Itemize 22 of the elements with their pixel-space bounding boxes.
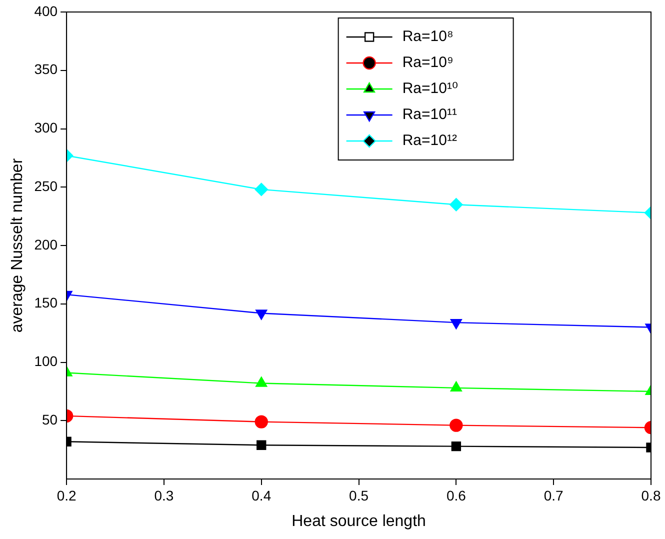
legend-label: Ra=10¹⁰ bbox=[402, 80, 458, 98]
y-axis-title: average Nusselt number bbox=[9, 158, 26, 333]
y-tick-label: 50 bbox=[42, 411, 58, 428]
legend-label: Ra=10¹² bbox=[402, 132, 457, 150]
y-tick-label: 150 bbox=[34, 294, 58, 311]
x-tick-label: 0.6 bbox=[446, 487, 466, 504]
y-tick-label: 300 bbox=[34, 120, 58, 136]
x-tick-label: 0.4 bbox=[252, 487, 272, 504]
legend-label: Ra=10¹¹ bbox=[402, 106, 457, 124]
x-tick-label: 0.7 bbox=[544, 487, 564, 504]
y-tick-label: 250 bbox=[34, 178, 58, 194]
x-tick-label: 0.3 bbox=[154, 487, 174, 504]
x-tick-label: 0.5 bbox=[349, 487, 369, 504]
y-tick-label: 200 bbox=[34, 236, 58, 252]
legend-label: Ra=10⁸ bbox=[402, 28, 454, 46]
x-tick-label: 0.2 bbox=[56, 487, 76, 504]
x-axis-title: Heat source length bbox=[292, 512, 426, 530]
x-tick-label: 0.8 bbox=[641, 487, 661, 504]
y-tick-label: 100 bbox=[34, 353, 58, 370]
legend-label: Ra=10⁹ bbox=[402, 54, 454, 72]
y-tick-label: 400 bbox=[34, 2, 58, 19]
y-tick-label: 350 bbox=[34, 61, 58, 78]
